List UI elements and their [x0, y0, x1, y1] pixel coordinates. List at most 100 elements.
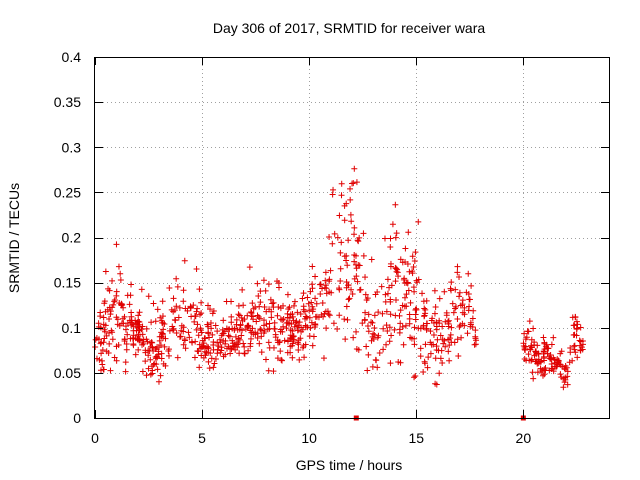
data-point	[154, 306, 161, 313]
data-point	[539, 372, 546, 379]
data-point	[256, 315, 263, 322]
data-point	[123, 341, 130, 348]
data-point	[558, 348, 565, 355]
y-tick-label: 0.4	[62, 49, 82, 65]
data-point	[294, 339, 301, 346]
data-point	[399, 323, 406, 330]
data-point	[227, 345, 234, 352]
data-point	[107, 311, 114, 318]
data-point	[99, 346, 106, 353]
data-point	[254, 280, 261, 287]
axis-ticks	[95, 57, 609, 419]
data-point	[293, 318, 300, 325]
data-point	[420, 298, 427, 305]
data-point	[111, 298, 118, 305]
data-point	[379, 310, 386, 317]
data-point	[422, 306, 429, 313]
data-point	[241, 350, 248, 357]
data-point	[108, 327, 115, 334]
data-point	[312, 273, 319, 280]
data-point	[138, 326, 145, 333]
data-point	[160, 360, 167, 367]
data-point	[546, 367, 553, 374]
data-point	[310, 306, 317, 313]
data-point	[472, 327, 479, 334]
data-point	[223, 298, 230, 305]
data-point	[289, 340, 296, 347]
data-point	[375, 332, 382, 339]
data-point	[154, 366, 161, 373]
data-point	[544, 350, 551, 357]
x-tick-label: 10	[301, 430, 317, 446]
data-point	[441, 337, 448, 344]
data-point	[196, 286, 203, 293]
data-point	[433, 381, 440, 388]
data-point	[389, 221, 396, 228]
data-point	[336, 286, 343, 293]
data-point	[283, 319, 290, 326]
data-point	[521, 330, 528, 337]
data-point	[132, 351, 139, 358]
data-point	[526, 318, 533, 325]
data-point	[368, 256, 375, 263]
data-point	[313, 300, 320, 307]
data-point	[196, 364, 203, 371]
data-point	[387, 311, 394, 318]
data-point	[299, 344, 306, 351]
data-point	[397, 307, 404, 314]
data-point	[362, 309, 369, 316]
data-point	[408, 335, 415, 342]
data-point	[274, 339, 281, 346]
data-point	[173, 275, 180, 282]
data-point	[387, 260, 394, 267]
data-point	[401, 275, 408, 282]
data-point	[227, 350, 234, 357]
data-point	[406, 268, 413, 275]
data-point	[260, 277, 267, 284]
data-point	[109, 336, 116, 343]
data-point	[319, 300, 326, 307]
data-point	[98, 350, 105, 357]
data-point	[345, 237, 352, 244]
data-point	[360, 252, 367, 259]
data-point	[117, 270, 124, 277]
data-point	[567, 349, 574, 356]
data-point	[128, 309, 135, 316]
data-point	[209, 331, 216, 338]
data-point	[160, 326, 167, 333]
data-point	[128, 281, 135, 288]
y-tick-label: 0.15	[54, 275, 81, 291]
data-point	[309, 342, 316, 349]
data-point	[191, 318, 198, 325]
data-point	[467, 323, 474, 330]
data-point	[194, 321, 201, 328]
data-point	[365, 311, 372, 318]
data-point	[360, 230, 367, 237]
data-point	[239, 286, 246, 293]
data-point	[106, 316, 113, 323]
data-point	[569, 314, 576, 321]
data-point	[388, 282, 395, 289]
data-point	[382, 291, 389, 298]
data-point	[391, 326, 398, 333]
data-point	[101, 326, 108, 333]
data-point	[445, 348, 452, 355]
data-point	[346, 295, 353, 302]
data-point	[401, 279, 408, 286]
data-point	[92, 344, 99, 351]
data-point	[357, 286, 364, 293]
data-point	[409, 270, 416, 277]
data-point	[104, 306, 111, 313]
data-point	[387, 296, 394, 303]
data-point	[383, 322, 390, 329]
data-point	[103, 332, 110, 339]
data-point	[261, 317, 268, 324]
data-point	[380, 346, 387, 353]
data-point	[353, 345, 360, 352]
data-point	[135, 346, 142, 353]
data-point	[219, 330, 226, 337]
data-point	[427, 328, 434, 335]
data-point	[207, 306, 214, 313]
data-point	[431, 310, 438, 317]
data-point	[351, 252, 358, 259]
